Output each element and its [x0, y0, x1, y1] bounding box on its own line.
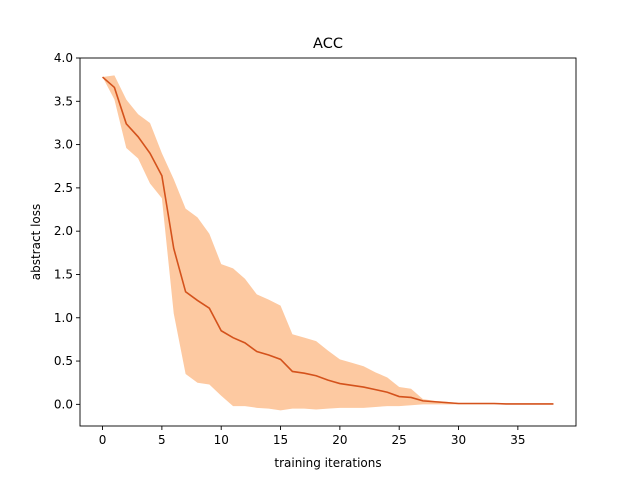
x-axis-ticks: 0 5 10 15 20 25 30 35: [99, 426, 525, 447]
y-axis-ticks: 0.0 0.5 1.0 1.5 2.0 2.5 3.0 3.5 4.0: [54, 51, 80, 411]
y-tick-label: 2.5: [54, 181, 73, 195]
x-tick-label: 20: [332, 433, 347, 447]
axes-frame: [79, 57, 577, 427]
y-tick-label: 0.5: [54, 354, 73, 368]
x-tick-label: 30: [451, 433, 466, 447]
confidence-band: [102, 75, 554, 411]
y-tick-label: 1.5: [54, 267, 73, 281]
mean-loss-line: [102, 76, 554, 405]
y-axis-label: abstract loss: [29, 204, 43, 281]
chart-title: ACC: [313, 36, 343, 52]
x-axis-label: training iterations: [274, 456, 381, 470]
x-tick-label: 5: [158, 433, 166, 447]
x-tick-label: 10: [214, 433, 229, 447]
plot-area: [102, 75, 554, 411]
y-tick-label: 0.0: [54, 397, 73, 411]
x-tick-label: 25: [392, 433, 407, 447]
y-tick-label: 2.0: [54, 224, 73, 238]
x-tick-label: 15: [273, 433, 288, 447]
y-tick-label: 1.0: [54, 311, 73, 325]
y-tick-label: 3.0: [54, 138, 73, 152]
x-tick-label: 0: [99, 433, 107, 447]
y-tick-label: 3.5: [54, 94, 73, 108]
y-tick-label: 4.0: [54, 51, 73, 65]
x-tick-label: 35: [510, 433, 525, 447]
